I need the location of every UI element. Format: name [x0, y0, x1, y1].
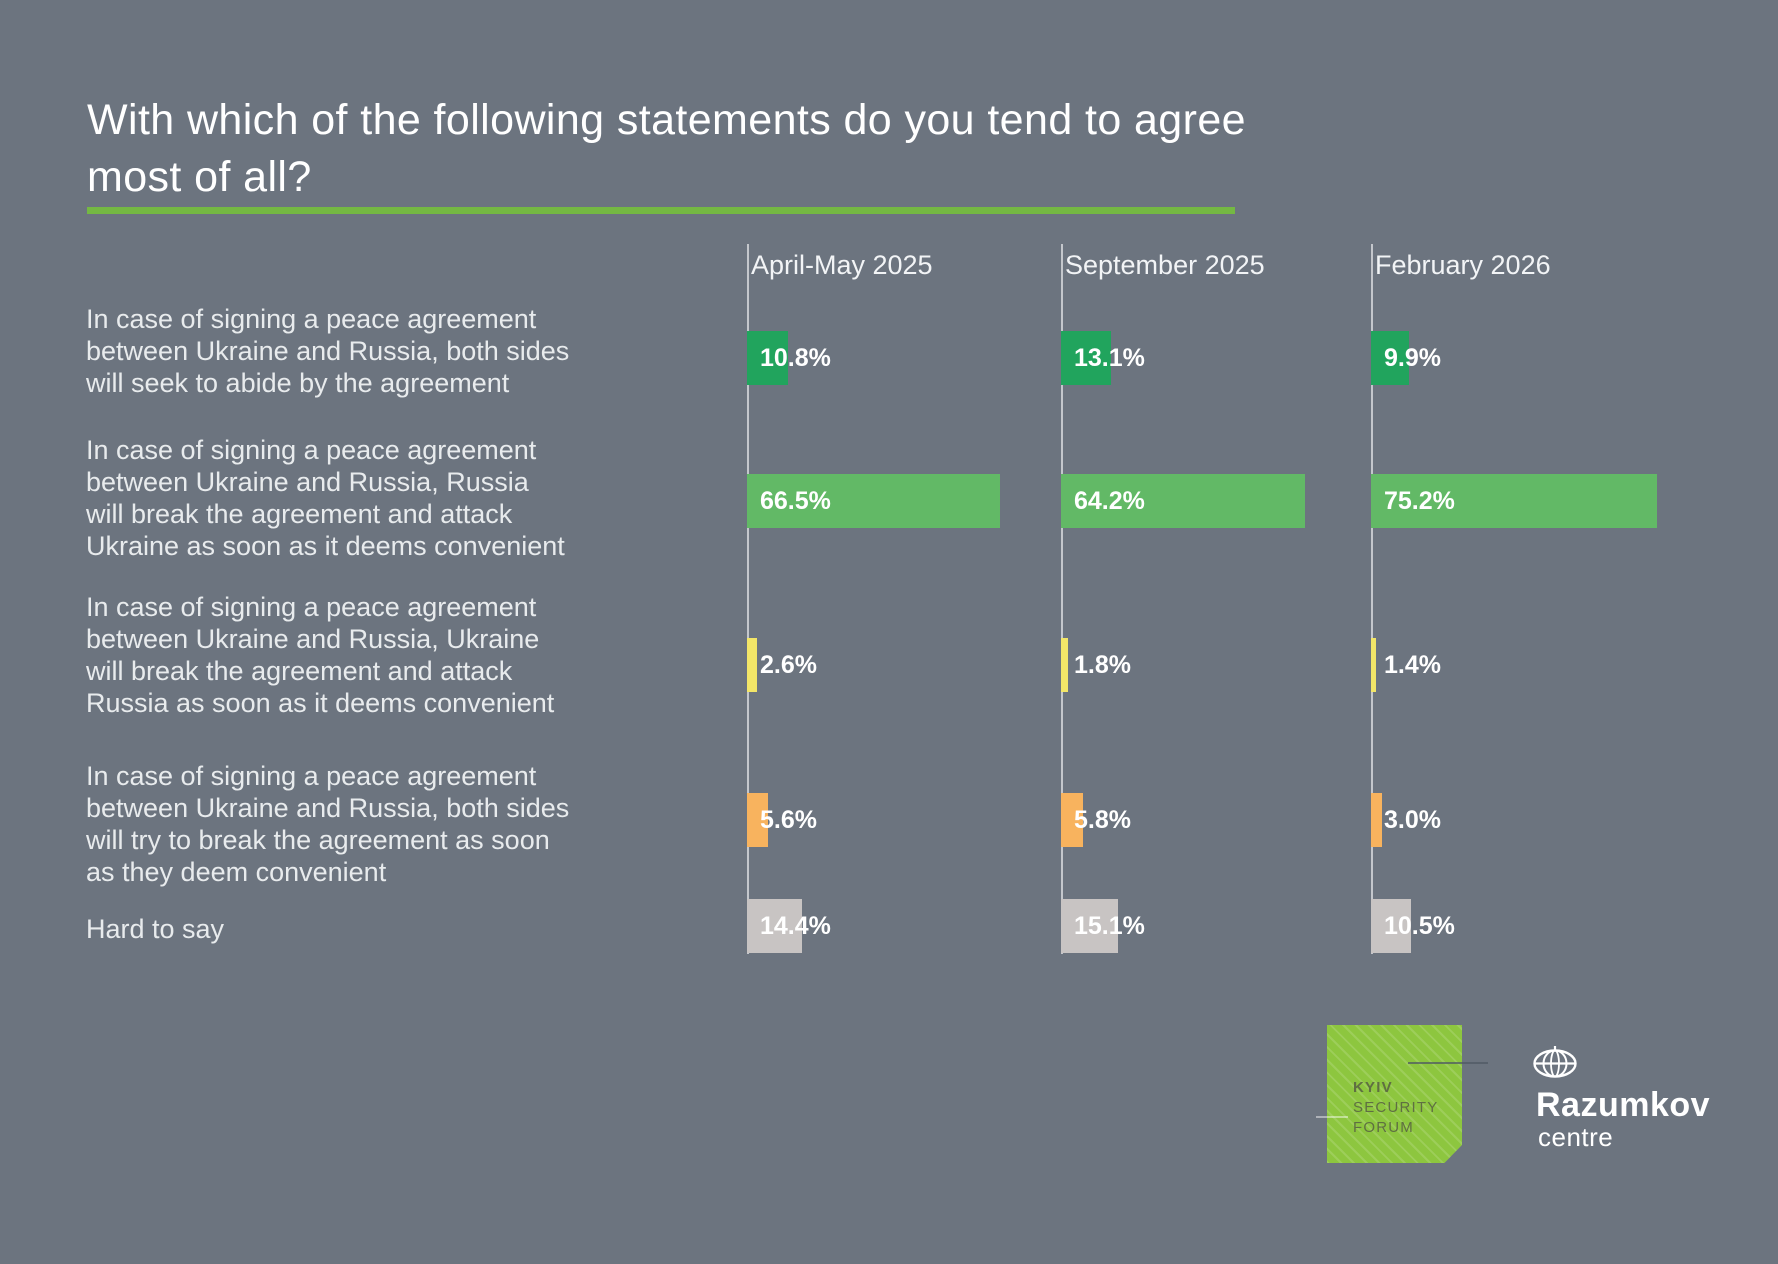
axis-line-col2	[1061, 244, 1063, 954]
column-header-september-2025: September 2025	[1065, 250, 1265, 280]
ksf-logo-decorative-line-left	[1316, 1116, 1348, 1118]
kyiv-security-forum-logo-text: KYIV SECURITY FORUM	[1353, 1078, 1438, 1138]
bar-r5-c1	[747, 899, 802, 953]
kyiv-security-forum-logo: KYIV SECURITY FORUM	[1327, 1025, 1462, 1163]
bar-r3-c1	[747, 638, 757, 692]
value-label-r5-c2: 15.1%	[1074, 912, 1145, 940]
value-label-r2-c1: 66.5%	[760, 487, 831, 515]
bar-r4-c2	[1061, 793, 1084, 847]
statement-russia-breaks: In case of signing a peace agreement bet…	[86, 435, 565, 561]
value-label-r3-c3: 1.4%	[1384, 651, 1441, 679]
bar-r4-c1	[747, 793, 769, 847]
page-title: With which of the following statements d…	[87, 96, 1246, 201]
bar-r2-c3	[1371, 474, 1657, 528]
bar-r2-c2	[1061, 474, 1305, 528]
axis-line-col3	[1371, 244, 1373, 954]
statement-both-break: In case of signing a peace agreement bet…	[86, 761, 570, 887]
value-label-r4-c3: 3.0%	[1384, 806, 1441, 834]
value-label-r1-c3: 9.9%	[1384, 344, 1441, 372]
value-label-r1-c1: 10.8%	[760, 344, 831, 372]
globe-icon	[1533, 1046, 1577, 1078]
value-label-r4-c2: 5.8%	[1074, 806, 1131, 834]
razumkov-centre-logo-name: Razumkov	[1536, 1086, 1711, 1124]
bar-r2-c1	[747, 474, 1000, 528]
bar-r1-c1	[747, 331, 789, 385]
bar-r3-c3	[1371, 638, 1377, 692]
ksf-kyiv-label: KYIV	[1353, 1079, 1393, 1096]
ksf-forum-label: FORUM	[1353, 1119, 1414, 1136]
ksf-security-label: SECURITY	[1353, 1099, 1439, 1116]
statement-ukraine-breaks: In case of signing a peace agreement bet…	[86, 592, 555, 718]
value-label-r2-c3: 75.2%	[1384, 487, 1455, 515]
razumkov-centre-logo-sub: centre	[1538, 1122, 1614, 1152]
bar-r1-c2	[1061, 331, 1111, 385]
bar-r1-c3	[1371, 331, 1409, 385]
statement-both-abide: In case of signing a peace agreement bet…	[86, 304, 570, 398]
bar-r3-c2	[1061, 638, 1068, 692]
column-header-february-2026: February 2026	[1375, 250, 1551, 280]
ksf-logo-decorative-line-right	[1408, 1062, 1488, 1064]
value-label-r3-c1: 2.6%	[760, 651, 817, 679]
value-label-r4-c1: 5.6%	[760, 806, 817, 834]
statement-hard-to-say: Hard to say	[86, 914, 225, 944]
column-header-apr-may-2025: April-May 2025	[751, 250, 933, 280]
bar-r5-c3	[1371, 899, 1411, 953]
value-label-r2-c2: 64.2%	[1074, 487, 1145, 515]
bar-r5-c2	[1061, 899, 1119, 953]
title-underline	[87, 207, 1235, 214]
value-label-r5-c1: 14.4%	[760, 912, 831, 940]
value-label-r5-c3: 10.5%	[1384, 912, 1455, 940]
value-label-r1-c2: 13.1%	[1074, 344, 1145, 372]
axis-line-col1	[747, 244, 749, 954]
value-label-r3-c2: 1.8%	[1074, 651, 1131, 679]
bar-r4-c3	[1371, 793, 1383, 847]
